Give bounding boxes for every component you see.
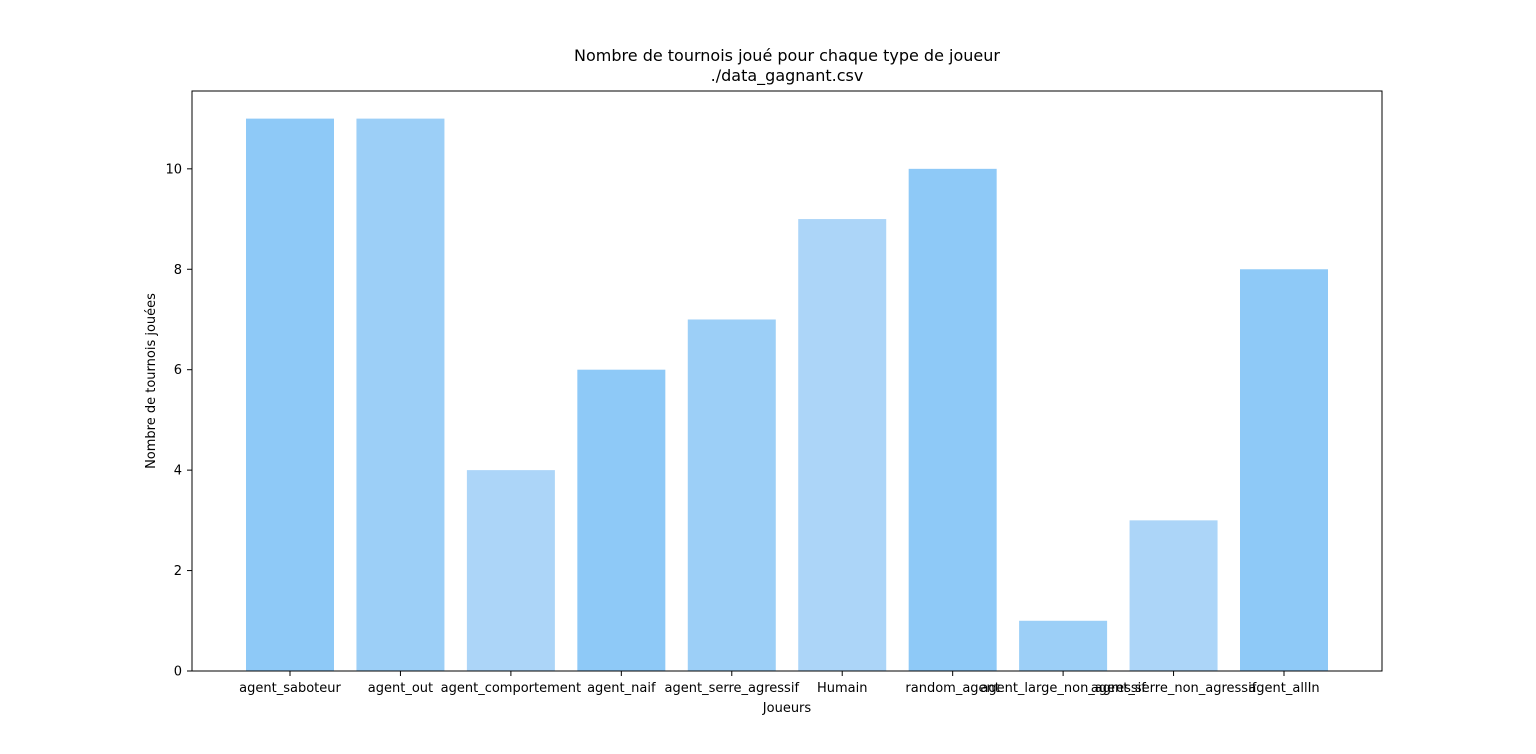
- bar-agent_saboteur: [246, 118, 334, 672]
- y-axis-ticks: 0 2 4 6 8 10: [165, 162, 192, 680]
- x-axis-ticks: agent_saboteur agent_out agent_comportemen…: [239, 671, 1320, 696]
- chart-title: Nombre de tournois joué pour chaque type…: [574, 46, 1000, 65]
- bar-agent_large_non_agressif: [1019, 620, 1108, 671]
- bar-agent_comportement: [466, 470, 555, 671]
- bar-agent_naif: [577, 369, 666, 671]
- bar-agent_serre_non_agressif: [1129, 520, 1218, 671]
- y-tick-label: 4: [174, 464, 182, 479]
- x-tick-label: agent_serre_agressif: [665, 681, 800, 696]
- x-tick-label: agent_large_non_agressif: [980, 681, 1146, 696]
- x-axis-label: Joueurs: [762, 701, 812, 716]
- x-tick-label: Humain: [817, 681, 868, 696]
- y-tick-label: 10: [165, 162, 182, 177]
- y-tick-label: 0: [174, 665, 182, 680]
- x-tick-label: agent_saboteur: [239, 681, 341, 696]
- x-tick-label: agent_comportement: [441, 681, 581, 696]
- y-tick-label: 8: [174, 263, 182, 278]
- x-tick-label: agent_serre_non_agressif: [1091, 681, 1257, 696]
- bar-agent_out: [356, 118, 445, 672]
- x-tick-label: agent_allIn: [1248, 681, 1319, 696]
- bar-agent_serre_agressif: [687, 319, 776, 671]
- x-tick-label: random_agent: [905, 681, 999, 696]
- y-tick-label: 2: [174, 564, 182, 579]
- x-tick-label: agent_out: [368, 681, 433, 696]
- bar-series: [246, 118, 1328, 672]
- y-axis-label: Nombre de tournois jouées: [144, 293, 159, 469]
- y-tick-label: 6: [174, 363, 182, 378]
- x-tick-label: agent_naif: [587, 681, 656, 696]
- bar-random_agent: [908, 168, 997, 671]
- bar-agent_allIn: [1240, 269, 1328, 671]
- bar-Humain: [798, 219, 887, 672]
- plot-area-frame: [191, 90, 1383, 672]
- chart-subtitle: ./data_gagnant.csv: [711, 66, 864, 86]
